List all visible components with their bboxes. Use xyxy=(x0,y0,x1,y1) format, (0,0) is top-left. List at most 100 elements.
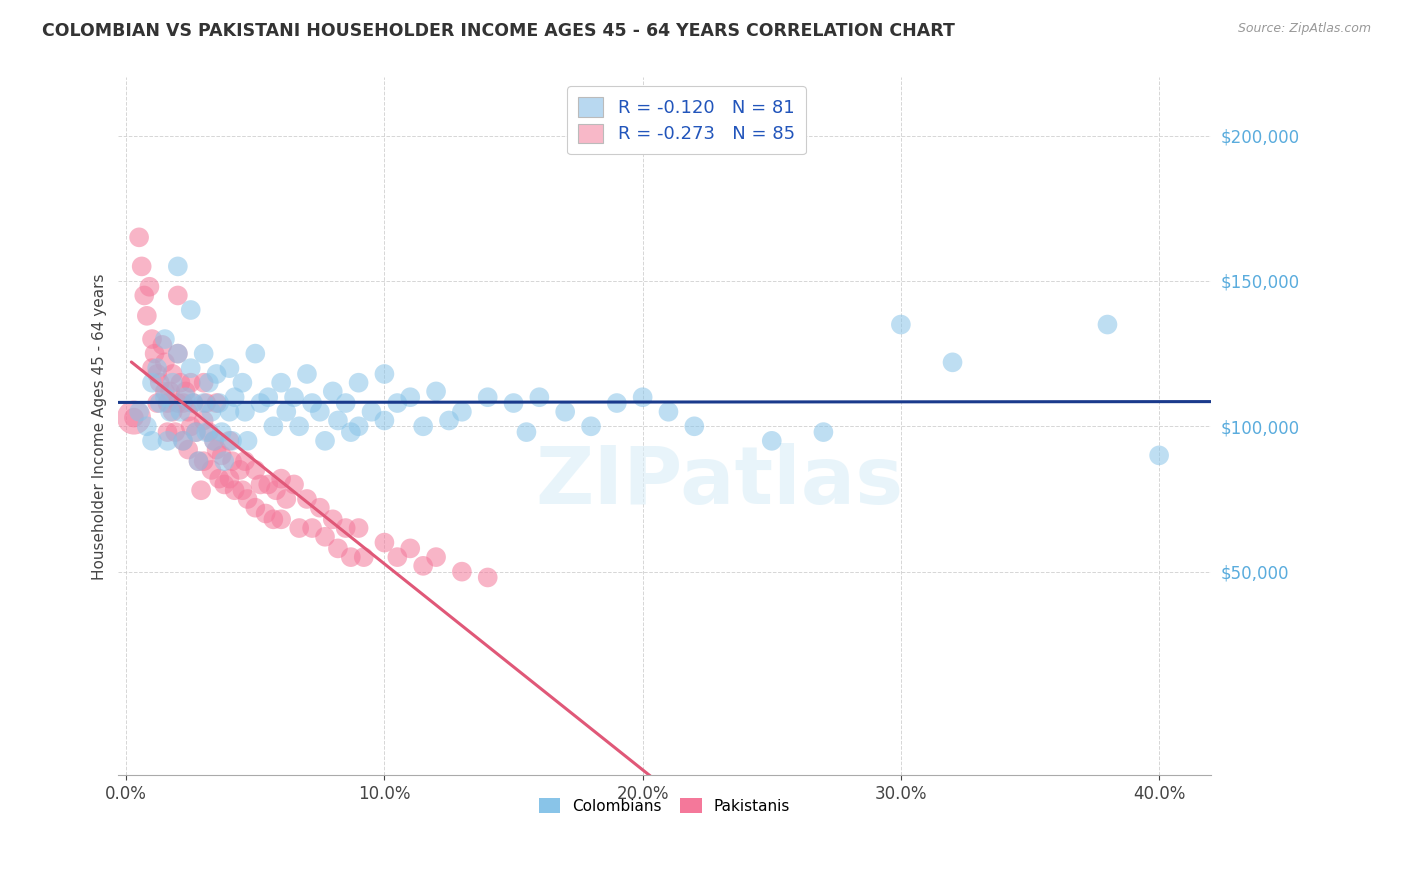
Point xyxy=(233,405,256,419)
Point xyxy=(276,405,298,419)
Point xyxy=(205,396,228,410)
Point xyxy=(451,565,474,579)
Point xyxy=(150,338,173,352)
Point xyxy=(166,396,188,410)
Point xyxy=(353,550,375,565)
Point xyxy=(141,434,163,448)
Point xyxy=(153,384,176,399)
Point xyxy=(205,367,228,381)
Point xyxy=(335,521,357,535)
Point xyxy=(128,230,150,244)
Point xyxy=(606,396,628,410)
Point xyxy=(153,355,176,369)
Point xyxy=(195,396,218,410)
Point xyxy=(257,390,280,404)
Point xyxy=(218,405,240,419)
Point xyxy=(200,405,222,419)
Point xyxy=(515,425,537,439)
Point xyxy=(156,434,179,448)
Text: ZIPatlas: ZIPatlas xyxy=(536,443,903,521)
Point xyxy=(195,425,218,439)
Point xyxy=(245,463,267,477)
Point xyxy=(162,367,184,381)
Point xyxy=(162,405,184,419)
Point xyxy=(322,384,344,399)
Point xyxy=(180,419,202,434)
Point xyxy=(166,346,188,360)
Point xyxy=(174,390,197,404)
Point xyxy=(190,483,212,498)
Point xyxy=(193,413,215,427)
Point xyxy=(218,434,240,448)
Point xyxy=(295,491,318,506)
Point xyxy=(249,477,271,491)
Point xyxy=(162,376,184,390)
Point xyxy=(156,396,179,410)
Point xyxy=(224,483,246,498)
Point xyxy=(134,288,156,302)
Y-axis label: Householder Income Ages 45 - 64 years: Householder Income Ages 45 - 64 years xyxy=(93,273,107,580)
Point xyxy=(214,454,236,468)
Point xyxy=(477,390,499,404)
Point xyxy=(360,405,382,419)
Point xyxy=(295,367,318,381)
Point xyxy=(180,303,202,318)
Point xyxy=(174,384,197,399)
Point xyxy=(172,396,194,410)
Point xyxy=(135,419,157,434)
Point xyxy=(153,390,176,404)
Point xyxy=(1147,448,1170,462)
Point xyxy=(177,405,200,419)
Point xyxy=(761,434,783,448)
Point xyxy=(451,405,474,419)
Point xyxy=(314,530,336,544)
Point xyxy=(138,279,160,293)
Point xyxy=(322,512,344,526)
Point xyxy=(236,434,259,448)
Point xyxy=(229,463,252,477)
Point xyxy=(579,419,602,434)
Point xyxy=(233,454,256,468)
Point xyxy=(231,483,253,498)
Point xyxy=(502,396,524,410)
Point xyxy=(308,405,330,419)
Point xyxy=(193,376,215,390)
Point xyxy=(221,434,243,448)
Point xyxy=(180,376,202,390)
Point xyxy=(200,463,222,477)
Point xyxy=(340,425,363,439)
Point xyxy=(166,346,188,360)
Point xyxy=(283,477,305,491)
Point xyxy=(387,396,409,410)
Point xyxy=(141,361,163,376)
Point xyxy=(254,507,277,521)
Point xyxy=(218,361,240,376)
Point xyxy=(335,396,357,410)
Point xyxy=(236,491,259,506)
Text: Source: ZipAtlas.com: Source: ZipAtlas.com xyxy=(1237,22,1371,36)
Point xyxy=(202,434,225,448)
Point xyxy=(288,521,311,535)
Point xyxy=(221,454,243,468)
Point xyxy=(347,376,370,390)
Point xyxy=(202,434,225,448)
Point xyxy=(143,346,166,360)
Point xyxy=(326,541,349,556)
Point xyxy=(387,550,409,565)
Point xyxy=(276,491,298,506)
Point xyxy=(208,396,231,410)
Point xyxy=(211,448,233,462)
Point xyxy=(657,405,679,419)
Point xyxy=(941,355,963,369)
Point xyxy=(554,405,576,419)
Point xyxy=(326,413,349,427)
Point xyxy=(141,332,163,346)
Point xyxy=(159,405,181,419)
Point xyxy=(373,535,395,549)
Point xyxy=(180,361,202,376)
Point xyxy=(141,376,163,390)
Point xyxy=(373,413,395,427)
Point xyxy=(270,512,292,526)
Point xyxy=(301,396,323,410)
Legend: Colombians, Pakistanis: Colombians, Pakistanis xyxy=(533,791,796,820)
